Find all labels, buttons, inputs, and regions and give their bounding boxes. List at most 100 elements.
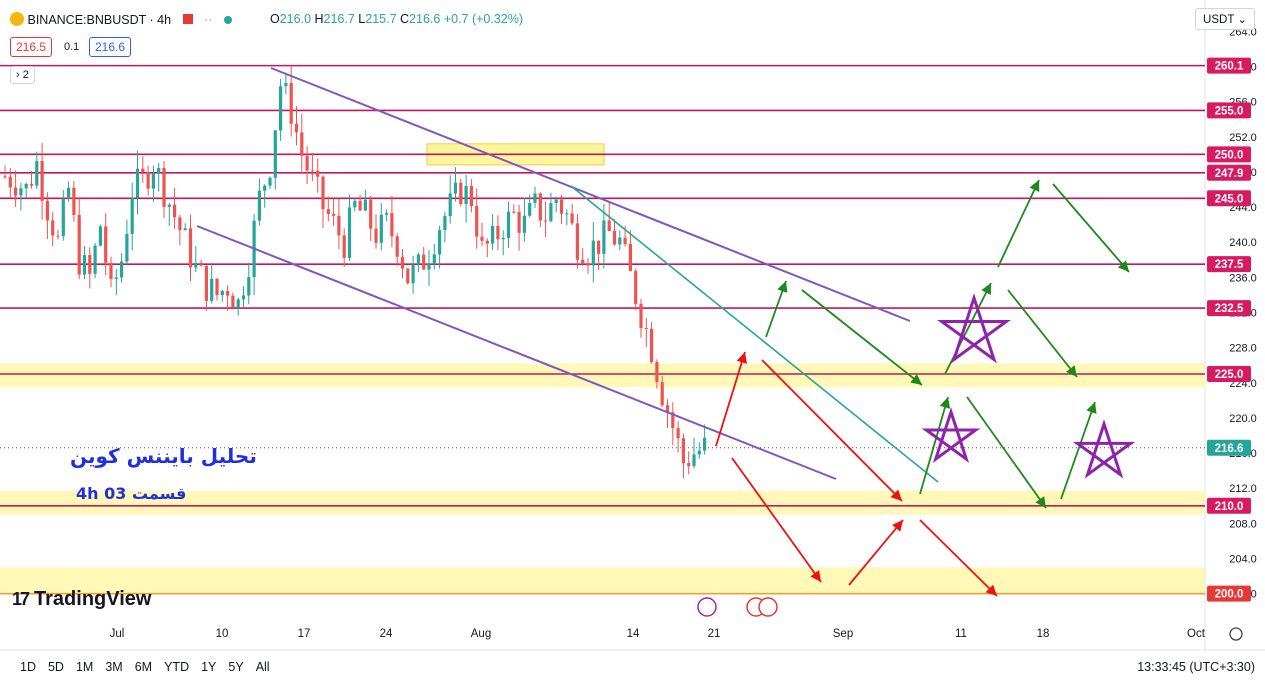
green-scenario-arrow — [997, 179, 1040, 268]
candle-body — [427, 264, 431, 270]
price-label-box — [1207, 190, 1251, 207]
candle-body — [67, 187, 71, 199]
candle-body — [204, 265, 208, 301]
candle-body — [411, 264, 415, 284]
price-label-box — [1207, 300, 1251, 317]
red-scenario-arrow — [919, 519, 998, 597]
time-tick-label: 11 — [955, 628, 967, 640]
candle-body — [395, 236, 399, 257]
candle-body — [220, 290, 224, 296]
candle-body — [178, 217, 182, 231]
clock[interactable]: 13:33:45 (UTC+3:30) — [1137, 660, 1255, 674]
candle-body — [363, 199, 367, 211]
candle-body — [485, 240, 489, 244]
candle-body — [289, 82, 293, 124]
tradingview-logo[interactable]: 17 TradingView — [12, 588, 151, 611]
timeframe-6m[interactable]: 6M — [134, 660, 153, 674]
symbol-name[interactable]: BINANCE:BNBUSDT — [27, 13, 147, 27]
candle-body — [406, 268, 410, 284]
time-tick-label: 17 — [298, 628, 311, 640]
chevron-icon: › — [16, 69, 20, 81]
candle-body — [114, 277, 118, 279]
currency-label: USDT — [1203, 14, 1235, 26]
candle-body — [469, 186, 473, 207]
candle-body — [141, 168, 145, 173]
time-tick-label: 21 — [708, 628, 721, 640]
price-tick-label: 236.0 — [1229, 272, 1257, 284]
timeframe-1d[interactable]: 1D — [20, 660, 36, 674]
currency-selector[interactable]: USDT ⌄ — [1195, 8, 1255, 30]
flag-icon[interactable] — [182, 14, 193, 24]
candle-body — [602, 220, 606, 254]
open-label: O — [270, 12, 280, 26]
spread-value: 0.1 — [64, 41, 80, 53]
candle-body — [173, 204, 177, 218]
candle-body — [56, 235, 60, 237]
timeframe-bar: 1D 5D 1M 3M 6M YTD 1Y 5Y All — [14, 658, 276, 676]
candle-body — [162, 167, 166, 207]
high-label: H — [314, 12, 324, 26]
green-scenario-arrow — [966, 396, 1047, 509]
candle-body — [130, 197, 134, 234]
candle-body — [151, 173, 155, 189]
candle-body — [51, 220, 55, 236]
timeframe-all[interactable]: All — [255, 660, 270, 674]
candle-body — [475, 206, 479, 237]
candle-body — [24, 183, 28, 189]
candle-body — [183, 228, 187, 231]
candle-body — [538, 193, 542, 221]
candle-body — [247, 277, 251, 296]
bid-price[interactable]: 216.5 — [10, 37, 53, 57]
settings-dots-icon[interactable]: ·· — [204, 13, 213, 27]
candle-body — [316, 170, 320, 177]
candle-body — [618, 237, 622, 245]
support-zone — [0, 363, 1205, 388]
symbol-header[interactable]: BINANCE:BNBUSDT · 4h ·· — [10, 12, 232, 27]
candle-body — [671, 412, 675, 429]
green-scenario-arrow — [1060, 401, 1097, 500]
candle-body — [464, 186, 468, 205]
candle-body — [104, 226, 108, 263]
candle-body — [40, 161, 44, 201]
timeframe-5d[interactable]: 5D — [47, 660, 64, 674]
trend-line — [570, 185, 939, 483]
candle-body — [512, 211, 516, 213]
price-tick-label: 228.0 — [1229, 343, 1257, 355]
candle-body — [3, 176, 7, 178]
price-label-box — [1207, 585, 1251, 602]
candle-body — [692, 454, 696, 467]
timeframe-1m[interactable]: 1M — [75, 660, 94, 674]
candle-body — [353, 200, 357, 208]
candle-body — [591, 240, 595, 266]
candle-body — [347, 207, 352, 258]
timeframe-1y[interactable]: 1Y — [201, 660, 217, 674]
candle-body — [491, 225, 495, 244]
candle-body — [681, 438, 685, 464]
candle-body — [29, 183, 34, 186]
star-icon — [937, 293, 1011, 364]
price-label-box — [1207, 497, 1251, 514]
candle-body — [294, 123, 299, 133]
price-label-box — [1207, 146, 1251, 163]
candle-body — [522, 215, 526, 233]
time-tick-label: 24 — [380, 628, 393, 640]
candle-body — [374, 228, 378, 243]
channel-upper-line — [270, 67, 911, 322]
low-label: L — [358, 12, 366, 26]
timeframe-5y[interactable]: 5Y — [228, 660, 244, 674]
red-scenario-arrow — [761, 359, 903, 502]
timeframe-ytd[interactable]: YTD — [164, 660, 190, 674]
candle-body — [98, 226, 102, 246]
candle-body — [506, 211, 511, 238]
price-label: 225.0 — [1215, 369, 1244, 381]
ask-price[interactable]: 216.6 — [89, 37, 132, 57]
change-value: +0.7 (+0.32%) — [443, 12, 524, 26]
timeframe-3m[interactable]: 3M — [105, 660, 123, 674]
indicators-toggle[interactable]: › 2 — [10, 66, 35, 84]
candle-body — [607, 220, 611, 231]
timeframe-label[interactable]: 4h — [157, 13, 172, 27]
candle-body — [697, 450, 701, 455]
candle-body — [236, 299, 240, 308]
candle-body — [8, 176, 12, 188]
